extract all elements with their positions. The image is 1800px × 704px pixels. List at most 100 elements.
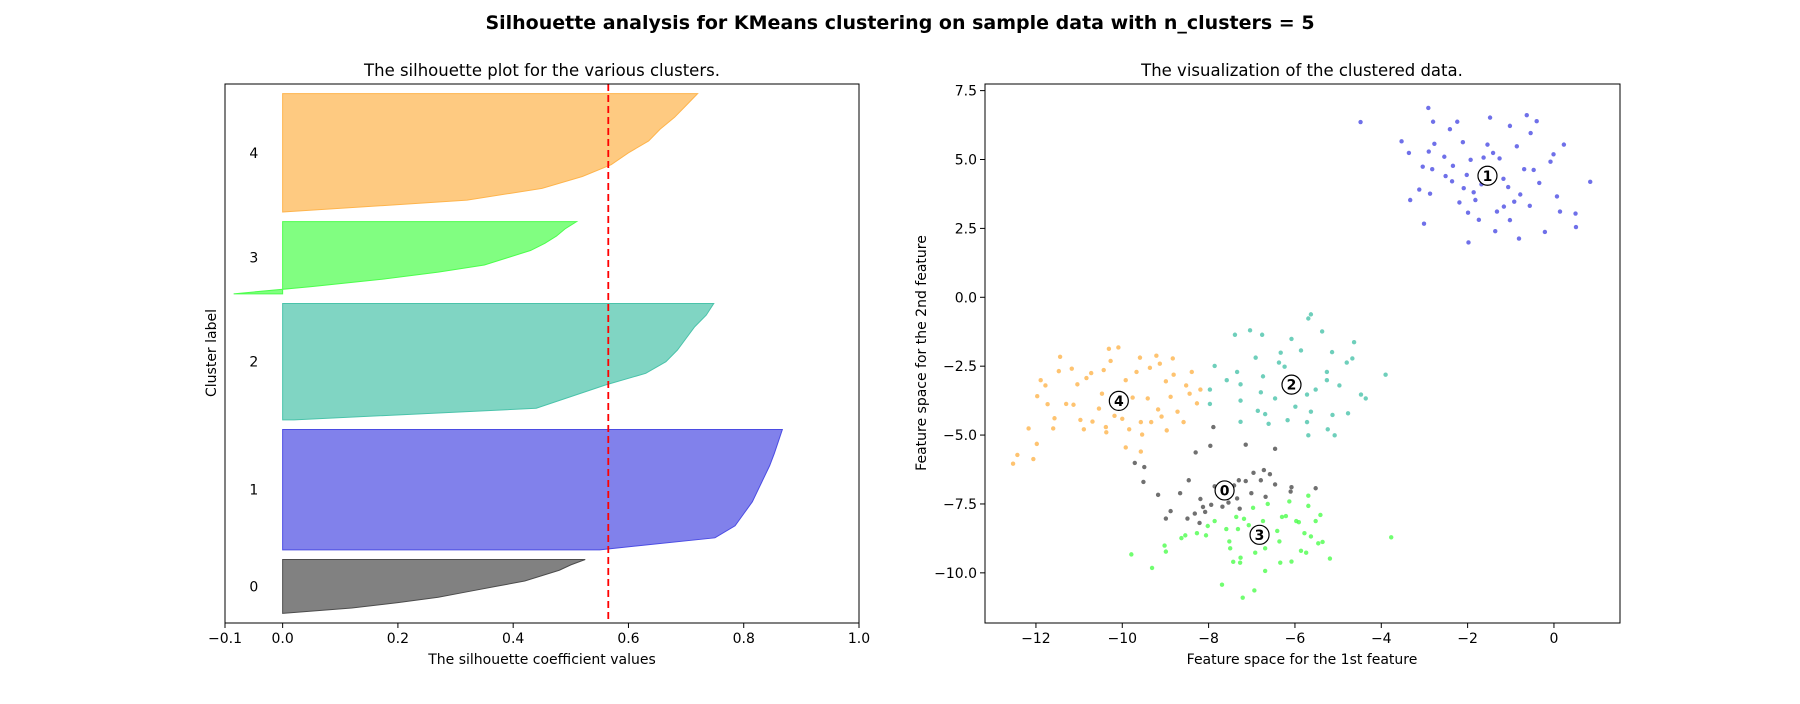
data-point-cluster-2 [1289, 336, 1294, 342]
data-point-cluster-1 [1430, 119, 1436, 124]
data-point-cluster-2 [1238, 419, 1243, 425]
x-tick-label: −12 [1021, 631, 1051, 647]
data-point-cluster-4 [1084, 375, 1089, 381]
x-tick-label: 0 [1549, 631, 1558, 647]
data-point-cluster-1 [1427, 191, 1433, 196]
data-point-cluster-4 [1081, 427, 1087, 432]
data-point-cluster-3 [1308, 534, 1314, 539]
data-point-cluster-1 [1542, 229, 1548, 235]
data-point-cluster-2 [1212, 363, 1217, 369]
data-point-cluster-1 [1537, 180, 1542, 186]
data-point-cluster-1 [1358, 119, 1363, 125]
data-point-cluster-0 [1193, 450, 1198, 455]
data-point-cluster-3 [1279, 514, 1285, 520]
data-point-cluster-2 [1304, 392, 1310, 397]
data-point-cluster-1 [1408, 197, 1413, 203]
data-point-cluster-2 [1266, 421, 1271, 426]
data-point-cluster-3 [1246, 522, 1251, 528]
data-point-cluster-3 [1275, 528, 1280, 534]
cluster-scatter-plot: The visualization of the clustered data.… [914, 61, 1621, 668]
data-point-cluster-4 [1163, 379, 1169, 384]
data-point-cluster-0 [1272, 446, 1278, 452]
data-point-cluster-2 [1247, 328, 1253, 333]
data-point-cluster-4 [1035, 394, 1040, 399]
scatter-x-axis-label: Feature space for the 1st feature [1187, 652, 1418, 668]
data-point-cluster-0 [1163, 516, 1169, 521]
data-point-cluster-2 [1258, 390, 1264, 395]
data-point-cluster-4 [1045, 402, 1050, 407]
data-point-cluster-1 [1507, 217, 1513, 223]
data-point-cluster-1 [1494, 209, 1500, 214]
data-point-cluster-4 [1154, 353, 1159, 358]
data-point-cluster-0 [1197, 520, 1202, 526]
data-point-cluster-1 [1473, 197, 1478, 203]
data-point-cluster-2 [1207, 401, 1213, 407]
y-tick-label: 2.5 [955, 221, 977, 237]
data-point-cluster-1 [1426, 105, 1431, 111]
data-point-cluster-1 [1460, 139, 1466, 145]
data-point-cluster-4 [1126, 427, 1132, 432]
data-point-cluster-1 [1442, 154, 1447, 159]
x-tick-label: 0.8 [733, 631, 755, 647]
data-point-cluster-3 [1306, 503, 1311, 509]
data-point-cluster-0 [1208, 443, 1213, 449]
data-point-cluster-3 [1265, 501, 1270, 507]
data-point-cluster-4 [1052, 416, 1057, 421]
data-point-cluster-1 [1551, 152, 1556, 157]
data-point-cluster-2 [1332, 433, 1337, 438]
scatter-plot-title: The visualization of the clustered data. [1140, 61, 1463, 80]
data-point-cluster-1 [1490, 150, 1496, 156]
data-point-cluster-0 [1155, 492, 1161, 498]
data-point-cluster-4 [1099, 391, 1105, 396]
data-point-cluster-1 [1557, 209, 1563, 214]
data-point-cluster-3 [1240, 595, 1245, 600]
data-point-cluster-1 [1471, 190, 1476, 195]
data-point-cluster-4 [1145, 396, 1150, 401]
data-point-cluster-1 [1443, 173, 1448, 179]
data-point-cluster-3 [1252, 588, 1257, 593]
data-point-cluster-4 [1015, 452, 1020, 458]
data-point-cluster-1 [1497, 156, 1502, 161]
data-point-cluster-0 [1263, 494, 1268, 499]
data-point-cluster-0 [1236, 478, 1242, 483]
data-point-cluster-0 [1208, 502, 1214, 507]
data-point-cluster-0 [1226, 500, 1231, 505]
data-point-cluster-0 [1313, 486, 1318, 491]
data-point-cluster-4 [1063, 401, 1069, 407]
data-point-cluster-4 [1194, 401, 1200, 406]
data-point-cluster-4 [1168, 394, 1173, 399]
data-point-cluster-4 [1088, 370, 1094, 376]
data-point-cluster-3 [1179, 535, 1184, 541]
data-point-cluster-3 [1238, 555, 1243, 560]
data-point-cluster-4 [1170, 356, 1175, 361]
data-point-cluster-1 [1399, 139, 1404, 144]
y-tick-label: −7.5 [943, 497, 977, 513]
data-point-cluster-2 [1262, 411, 1268, 417]
data-point-cluster-1 [1531, 167, 1536, 173]
y-tick-label: −2.5 [943, 359, 977, 375]
data-point-cluster-1 [1481, 155, 1486, 160]
data-point-cluster-1 [1485, 142, 1490, 147]
data-point-cluster-3 [1235, 526, 1241, 532]
data-point-cluster-4 [1175, 409, 1180, 414]
data-point-cluster-4 [1130, 395, 1135, 400]
data-point-cluster-1 [1527, 203, 1532, 208]
data-point-cluster-4 [1159, 414, 1164, 419]
data-point-cluster-4 [1101, 367, 1106, 373]
data-point-cluster-4 [1051, 426, 1056, 431]
x-tick-label: 0.4 [502, 631, 524, 647]
x-tick-label: −6 [1285, 631, 1306, 647]
data-point-cluster-3 [1287, 499, 1292, 504]
data-point-cluster-1 [1534, 119, 1539, 124]
data-point-cluster-1 [1573, 224, 1579, 230]
data-point-cluster-2 [1383, 372, 1388, 377]
data-point-cluster-3 [1227, 539, 1232, 544]
x-tick-label: 0.6 [617, 631, 639, 647]
cluster-center-4 [1108, 390, 1129, 411]
x-tick-label: 0.0 [272, 631, 294, 647]
data-point-cluster-2 [1298, 348, 1304, 353]
data-point-cluster-1 [1449, 179, 1455, 184]
data-point-cluster-2 [1278, 350, 1283, 355]
y-tick-label: 0.0 [955, 290, 977, 306]
data-point-cluster-3 [1253, 550, 1258, 555]
